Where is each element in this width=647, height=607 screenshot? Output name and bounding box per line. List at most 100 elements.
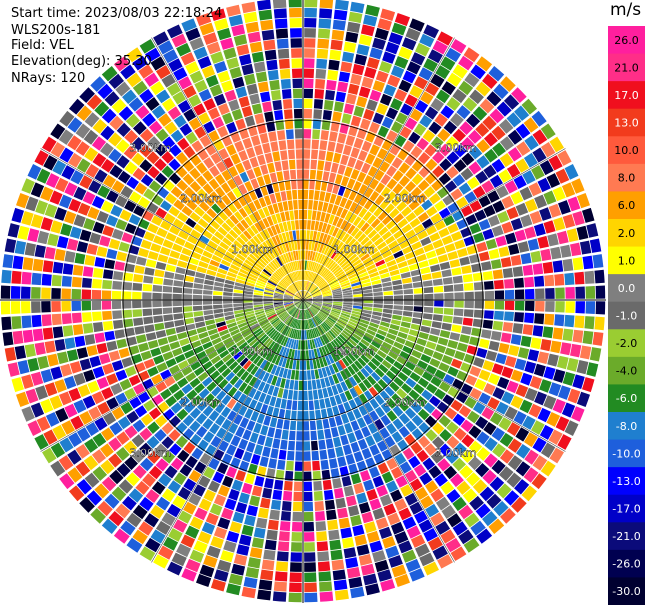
velocity-gate <box>347 365 356 376</box>
velocity-gate <box>288 159 296 170</box>
velocity-gate <box>394 452 407 466</box>
velocity-gate <box>373 237 384 247</box>
velocity-gate <box>362 285 372 291</box>
velocity-gate <box>311 379 317 390</box>
velocity-gate <box>228 325 239 333</box>
velocity-gate <box>294 309 299 318</box>
velocity-gate <box>275 28 289 39</box>
velocity-gate <box>222 112 234 125</box>
velocity-gate <box>344 390 353 401</box>
velocity-gate <box>170 186 183 198</box>
colorbar-tick-label: 10.0 <box>614 144 639 157</box>
velocity-gate <box>323 302 333 305</box>
velocity-gate <box>461 326 472 335</box>
velocity-gate <box>132 167 146 181</box>
velocity-gate <box>436 401 449 414</box>
velocity-gate <box>92 432 107 447</box>
colorbar-tick-label: -8.0 <box>616 420 637 433</box>
velocity-gate <box>521 485 537 502</box>
velocity-gate <box>398 188 410 200</box>
velocity-gate <box>131 137 146 151</box>
velocity-gate <box>520 214 533 228</box>
colorbar-segment <box>608 549 645 579</box>
velocity-gate <box>586 223 599 238</box>
velocity-gate <box>504 180 518 194</box>
velocity-gate <box>163 49 179 64</box>
velocity-gate <box>203 555 218 568</box>
velocity-gate <box>423 243 434 253</box>
velocity-gate <box>118 241 130 253</box>
velocity-gate <box>369 540 383 553</box>
velocity-gate <box>217 70 231 83</box>
velocity-gate <box>191 193 203 205</box>
velocity-gate <box>492 269 503 280</box>
velocity-gate <box>413 247 425 257</box>
velocity-gate <box>445 47 461 63</box>
velocity-gate <box>472 318 483 328</box>
velocity-gate <box>562 371 576 386</box>
velocity-gate <box>430 376 442 387</box>
velocity-gate <box>319 282 328 289</box>
velocity-gate <box>168 429 181 442</box>
velocity-gate <box>108 238 121 250</box>
velocity-gate <box>543 220 556 234</box>
velocity-gate <box>548 429 563 445</box>
velocity-gate <box>321 120 331 131</box>
colorbar-tick-label: 21.0 <box>614 61 639 74</box>
velocity-gate <box>314 221 320 231</box>
velocity-gate <box>310 306 318 313</box>
ring-label: 3.00km <box>435 141 477 154</box>
velocity-gate <box>267 69 279 81</box>
velocity-gate <box>94 332 106 343</box>
velocity-gate <box>564 164 579 180</box>
velocity-gate <box>364 225 374 236</box>
velocity-gate <box>281 347 288 357</box>
velocity-gate <box>550 340 562 354</box>
velocity-gate <box>178 360 189 370</box>
velocity-gate <box>74 252 86 265</box>
velocity-gate <box>266 405 274 417</box>
velocity-gate <box>347 238 357 248</box>
velocity-gate <box>162 450 176 464</box>
velocity-gate <box>390 245 402 254</box>
velocity-gate <box>259 230 268 241</box>
velocity-gate <box>528 403 542 418</box>
velocity-gate <box>181 18 197 32</box>
velocity-gate <box>248 338 258 347</box>
velocity-gate <box>527 238 540 251</box>
velocity-gate <box>381 471 394 484</box>
velocity-gate <box>437 31 453 46</box>
velocity-gate <box>469 89 484 105</box>
velocity-gate <box>164 321 175 329</box>
velocity-gate <box>537 351 549 365</box>
velocity-gate <box>139 159 153 173</box>
velocity-gate <box>332 306 342 311</box>
velocity-gate <box>346 178 356 190</box>
velocity-gate <box>124 425 138 439</box>
velocity-gate <box>250 178 260 190</box>
velocity-gate <box>348 338 358 347</box>
velocity-gate <box>283 296 294 299</box>
velocity-gate <box>512 323 524 334</box>
velocity-gate <box>303 280 305 290</box>
velocity-gate <box>366 530 380 543</box>
velocity-gate <box>291 542 302 552</box>
velocity-gate <box>24 343 36 358</box>
velocity-gate <box>348 273 358 280</box>
velocity-gate <box>194 507 208 521</box>
velocity-gate <box>285 316 292 325</box>
velocity-gate <box>326 182 334 193</box>
velocity-gate <box>173 472 187 486</box>
velocity-gate <box>335 361 343 372</box>
velocity-gate <box>422 129 436 143</box>
velocity-gate <box>248 376 258 387</box>
velocity-gate <box>458 80 474 96</box>
velocity-gate <box>452 496 467 512</box>
velocity-gate <box>254 187 263 199</box>
velocity-gate <box>410 534 426 548</box>
velocity-gate <box>224 315 235 321</box>
velocity-gate <box>203 305 213 310</box>
velocity-gate <box>367 267 378 275</box>
velocity-gate <box>213 93 227 106</box>
velocity-gate <box>195 413 208 425</box>
